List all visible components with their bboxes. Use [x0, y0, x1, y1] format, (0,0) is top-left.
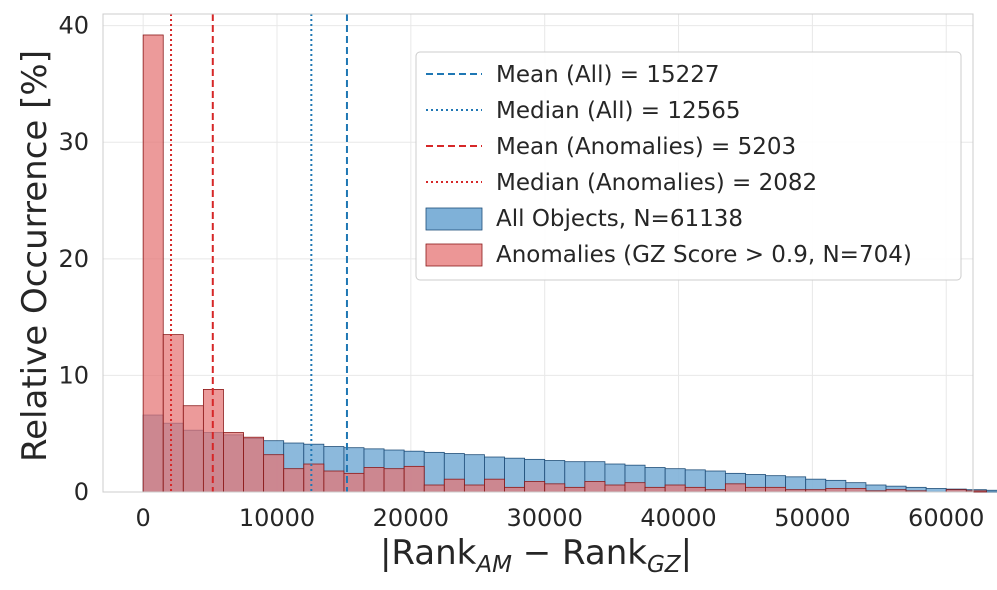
x-axis-label-end: |	[681, 533, 692, 573]
bar-anomalies	[724, 483, 746, 493]
bar-anomalies	[965, 490, 987, 493]
legend-swatch-anomalies	[425, 243, 483, 267]
legend-label-median-all: Median (All) = 12565	[496, 98, 741, 124]
y-tick-label: 30	[58, 128, 89, 156]
y-axis-label: Relative Occurrence [%]	[15, 50, 55, 462]
bar-anomalies	[383, 468, 405, 493]
bar-anomalies	[423, 484, 445, 493]
x-ticks: 0 10000 20000 30000 40000 50000 60000	[136, 504, 985, 532]
bar-anomalies	[403, 465, 425, 493]
bar-anomalies	[484, 478, 505, 493]
legend-label-median-anom: Median (Anomalies) = 2082	[496, 170, 817, 196]
y-ticks: 0 10 20 30 40	[58, 12, 89, 506]
bar-anomalies	[524, 481, 546, 493]
x-axis-label-minus: − Rank	[512, 533, 647, 573]
bar-anomalies	[564, 486, 586, 493]
bar-all-objects	[704, 470, 726, 493]
bar-anomalies	[303, 463, 325, 493]
bar-anomalies	[363, 467, 385, 493]
legend-label-anomalies: Anomalies (GZ Score > 0.9, N=704)	[496, 242, 912, 268]
x-tick-label: 60000	[908, 504, 984, 532]
x-tick-label: 30000	[507, 504, 583, 532]
bar-all-objects	[925, 488, 947, 493]
x-axis-label-sub-am: AM	[474, 552, 512, 578]
bar-all-objects	[504, 457, 526, 493]
vlines-layer	[170, 14, 348, 492]
x-axis-label-sub-gz: GZ	[647, 552, 682, 578]
y-tick-label: 0	[74, 478, 89, 506]
bar-anomalies	[584, 481, 606, 493]
bar-anomalies	[463, 484, 485, 493]
bar-anomalies	[544, 483, 566, 493]
legend-label-mean-all: Mean (All) = 15227	[496, 62, 720, 88]
bar-anomalies	[745, 486, 766, 493]
bar-anomalies	[684, 486, 706, 493]
bar-anomalies	[504, 486, 526, 493]
x-tick-label: 0	[136, 504, 151, 532]
bar-anomalies	[263, 454, 285, 493]
y-tick-label: 10	[58, 361, 89, 389]
bar-anomalies	[443, 478, 465, 493]
bar-anomalies	[845, 488, 867, 493]
legend-label-all-objects: All Objects, N=61138	[496, 206, 743, 232]
x-tick-label: 10000	[239, 504, 315, 532]
bar-anomalies	[243, 436, 265, 493]
bar-anomalies	[825, 488, 847, 493]
x-axis-label: |RankAM − RankGZ|	[380, 533, 692, 578]
bar-anomalies	[765, 486, 787, 493]
legend: Mean (All) = 15227 Median (All) = 12565 …	[415, 51, 962, 281]
legend-swatch-all-objects	[425, 207, 483, 231]
x-tick-label: 40000	[640, 504, 716, 532]
bar-anomalies	[142, 34, 164, 493]
bar-all-objects	[985, 489, 997, 493]
bar-anomalies	[604, 484, 626, 493]
legend-box	[415, 51, 962, 281]
bar-anomalies	[644, 486, 666, 493]
x-tick-label: 50000	[774, 504, 850, 532]
bar-anomalies	[162, 334, 184, 493]
bar-anomalies	[223, 432, 244, 493]
x-axis-label-main: |Rank	[380, 533, 477, 573]
plot-frame	[102, 13, 974, 493]
legend-label-mean-anom: Mean (Anomalies) = 5203	[496, 134, 796, 160]
bars-anomalies	[142, 34, 987, 493]
bar-anomalies	[283, 468, 305, 493]
y-tick-label: 20	[58, 245, 89, 273]
bar-anomalies	[323, 470, 345, 493]
y-tick-label: 40	[58, 12, 89, 40]
bar-anomalies	[664, 484, 686, 493]
bar-anomalies	[182, 405, 204, 493]
bar-anomalies	[624, 482, 646, 493]
x-tick-label: 20000	[373, 504, 449, 532]
